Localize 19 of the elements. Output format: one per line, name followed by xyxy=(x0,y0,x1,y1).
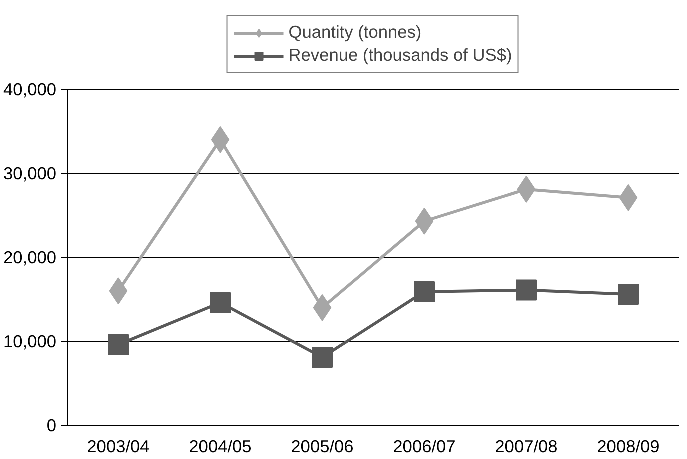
point xyxy=(414,281,435,302)
y-tick-label: 10,000 xyxy=(4,332,56,352)
y-tick-label: 30,000 xyxy=(4,164,56,184)
y-tick-label: 0 xyxy=(46,416,57,436)
legend-label: Quantity (tonnes) xyxy=(288,22,422,43)
x-tick-label: 2003/04 xyxy=(87,436,150,456)
x-tick-label: 2008/09 xyxy=(597,436,660,456)
point xyxy=(312,346,333,368)
x-tick-label: 2007/08 xyxy=(495,436,558,456)
legend-label: Revenue (thousands of US$) xyxy=(288,45,512,66)
point xyxy=(108,334,129,356)
x-tick-label: 2005/06 xyxy=(291,436,354,456)
y-tick-label: 40,000 xyxy=(4,80,56,100)
y-tick-label: 20,000 xyxy=(4,248,56,268)
x-tick-label: 2004/05 xyxy=(189,436,252,456)
point xyxy=(618,284,639,305)
x-tick-label: 2006/07 xyxy=(393,436,456,456)
point xyxy=(516,280,537,301)
point xyxy=(210,292,231,314)
